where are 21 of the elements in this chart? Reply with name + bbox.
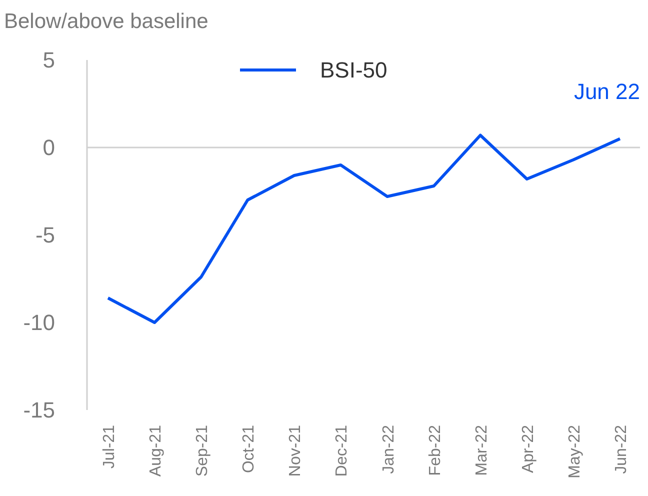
x-tick-label: Aug-21 bbox=[148, 424, 165, 477]
x-tick-label: Jan-22 bbox=[380, 424, 398, 474]
x-tick-label: Mar-22 bbox=[473, 424, 490, 476]
x-tick-label: Sep-21 bbox=[194, 424, 212, 477]
x-tick-label: Jul-21 bbox=[101, 424, 118, 469]
x-tick-label: Apr-22 bbox=[520, 424, 537, 474]
x-tick-label: Nov-21 bbox=[287, 424, 304, 477]
annotation: Jun 22 bbox=[574, 78, 640, 104]
line-series bbox=[106, 134, 622, 324]
y-tick-label: 0 bbox=[42, 135, 55, 160]
y-tick-label: -5 bbox=[35, 222, 55, 248]
x-tick-label: May-22 bbox=[566, 424, 584, 478]
y-axis-title: Below/above baseline bbox=[4, 10, 208, 33]
y-tick-label: 5 bbox=[42, 48, 55, 73]
x-tick-label: Feb-22 bbox=[426, 424, 444, 476]
x-tick-label: Oct-21 bbox=[240, 424, 258, 474]
x-tick-label: Jun-22 bbox=[613, 424, 630, 474]
x-tick-label: Dec-21 bbox=[334, 424, 351, 477]
legend-label: BSI-50 bbox=[320, 58, 388, 83]
y-tick-label: -15 bbox=[23, 398, 55, 423]
y-tick-label: -10 bbox=[23, 310, 55, 336]
